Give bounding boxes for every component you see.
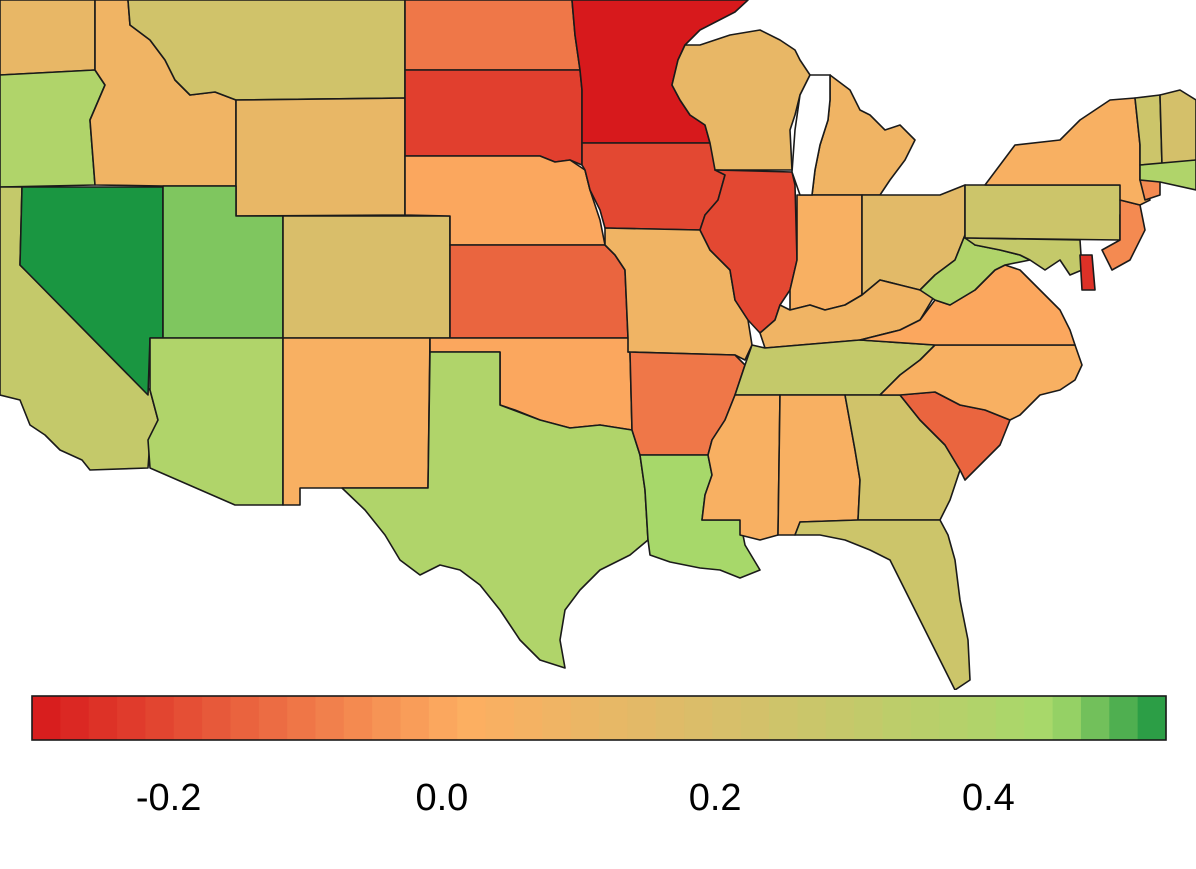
state-massachusetts <box>1139 159 1196 191</box>
legend-color-step <box>570 696 600 740</box>
state-kansas <box>449 244 629 339</box>
legend-color-step <box>287 696 317 740</box>
legend-color-step <box>854 696 884 740</box>
state-alabama <box>777 394 861 536</box>
legend-tick-label: -0.2 <box>136 777 201 819</box>
legend-color-step <box>513 696 543 740</box>
legend-color-step <box>1080 696 1110 740</box>
state-pennsylvania <box>964 184 1126 241</box>
legend-color-step <box>145 696 175 740</box>
state-south-dakota <box>404 69 583 166</box>
legend-color-step <box>769 696 799 740</box>
legend-color-step <box>825 696 855 740</box>
legend-color-step <box>1109 696 1139 740</box>
state-washington <box>0 0 96 76</box>
legend-color-step <box>315 696 345 740</box>
legend-tick-label: 0.4 <box>962 777 1015 819</box>
state-indiana <box>789 194 863 311</box>
legend-ticks: -0.2 0.0 0.2 0.4 <box>136 777 1015 819</box>
legend-bar-frame <box>31 695 1167 741</box>
legend-color-step <box>882 696 912 740</box>
legend-color-step <box>428 696 458 740</box>
legend-color-step <box>627 696 657 740</box>
legend-color-step <box>939 696 969 740</box>
state-oregon <box>0 69 106 188</box>
state-kentucky <box>759 279 936 349</box>
legend-color-step <box>117 696 146 740</box>
state-nebraska <box>404 155 606 246</box>
legend-color-step <box>542 696 572 740</box>
legend-color-step <box>60 696 90 740</box>
legend-color-step <box>1024 696 1054 740</box>
legend-color-step <box>202 696 232 740</box>
state-new-hampshire <box>1159 89 1196 166</box>
legend-color-step <box>1052 696 1082 740</box>
state-texas <box>341 351 649 669</box>
legend-color-step <box>740 696 770 740</box>
legend-color-step <box>230 696 260 740</box>
state-north-carolina <box>879 344 1083 421</box>
legend-color-step <box>485 696 515 740</box>
state-florida <box>794 519 971 690</box>
state-arizona <box>147 337 284 506</box>
legend-color-step <box>343 696 373 740</box>
legend-color-step <box>655 696 685 740</box>
legend-color-step <box>995 696 1025 740</box>
legend-color-step <box>400 696 430 740</box>
color-legend: -0.2 0.0 0.2 0.4 <box>31 695 1167 819</box>
state-wyoming <box>235 97 406 217</box>
state-new-mexico <box>282 337 431 506</box>
legend-color-step <box>599 696 628 740</box>
legend-color-step <box>797 696 827 740</box>
state-new-jersey <box>1101 199 1146 271</box>
legend-tick-label: 0.0 <box>415 777 468 819</box>
state-colorado <box>282 215 451 339</box>
legend-tick-label: 0.2 <box>689 777 742 819</box>
us-choropleth-map <box>0 0 1196 690</box>
legend-color-step <box>1137 696 1167 740</box>
legend-color-step <box>457 696 487 740</box>
legend-color-step <box>88 696 118 740</box>
legend-color-step <box>173 696 203 740</box>
legend-color-step <box>258 696 288 740</box>
legend-color-step <box>32 696 61 740</box>
legend-color-step <box>967 696 997 740</box>
legend-color-step <box>712 696 742 740</box>
legend-color-step <box>372 696 402 740</box>
legend-color-bar <box>32 696 1167 740</box>
state-delaware <box>1079 254 1096 291</box>
lake-michigan <box>791 74 831 196</box>
legend-color-step <box>684 696 713 740</box>
states-layer <box>0 0 1196 690</box>
legend-color-step <box>910 696 940 740</box>
state-wisconsin <box>671 29 811 171</box>
state-north-dakota <box>404 0 581 71</box>
